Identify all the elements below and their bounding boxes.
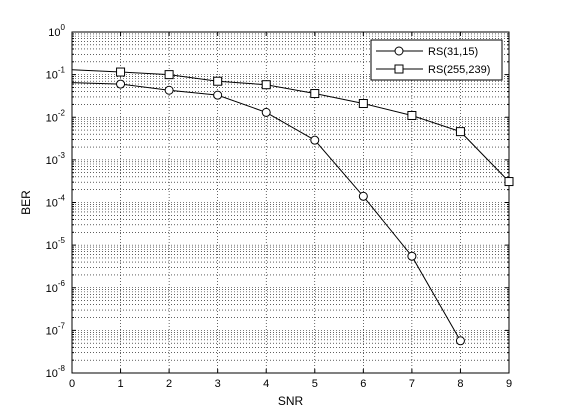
x-tick-label: 2 bbox=[166, 378, 172, 390]
legend-label: RS(255,239) bbox=[428, 64, 490, 76]
legend-marker bbox=[394, 46, 404, 56]
data-point bbox=[407, 110, 417, 120]
legend-item: RS(31,15) bbox=[376, 46, 478, 58]
data-point bbox=[164, 70, 174, 80]
data-point bbox=[261, 80, 271, 90]
x-tick-label: 6 bbox=[360, 378, 366, 390]
legend-box bbox=[370, 39, 503, 81]
y-tick-label: 10-2 bbox=[46, 108, 66, 124]
data-point bbox=[455, 127, 465, 137]
legend: RS(31,15) RS(255,239) bbox=[370, 39, 503, 81]
grid-lines bbox=[72, 32, 509, 373]
data-point bbox=[310, 135, 320, 145]
x-tick-label: 9 bbox=[506, 378, 512, 390]
series-1 bbox=[71, 79, 465, 346]
y-tick-label: 10-1 bbox=[46, 66, 66, 82]
x-tick-label: 0 bbox=[69, 378, 75, 390]
y-axis-label: BER bbox=[19, 190, 33, 215]
x-tick-label: 5 bbox=[312, 378, 318, 390]
x-tick-label: 4 bbox=[263, 378, 269, 390]
y-tick-label: 10-7 bbox=[46, 321, 66, 337]
series-line bbox=[71, 69, 510, 182]
data-point bbox=[116, 67, 126, 77]
y-tick-label: 100 bbox=[48, 23, 65, 39]
data-point bbox=[358, 99, 368, 109]
plot-area bbox=[72, 32, 509, 373]
x-tick-label: 1 bbox=[117, 378, 123, 390]
x-axis-label: SNR bbox=[278, 394, 304, 408]
legend-label: RS(31,15) bbox=[428, 46, 478, 58]
data-point bbox=[504, 177, 514, 187]
y-tick-label: 10-3 bbox=[46, 151, 66, 167]
y-tick-label: 10-4 bbox=[46, 194, 66, 210]
legend-item: RS(255,239) bbox=[376, 64, 490, 76]
legend-marker bbox=[394, 64, 404, 74]
y-tick-label: 10-5 bbox=[46, 236, 66, 252]
x-tick-label: 3 bbox=[215, 378, 221, 390]
data-point bbox=[407, 251, 417, 261]
axis-ticks: 0 1 2 3 4 5 6 7 8 9 100 10-1 10-2 10-3 10-4 10-5 10-6 10-… bbox=[46, 23, 512, 390]
data-point bbox=[213, 90, 223, 100]
x-tick-label: 7 bbox=[409, 378, 415, 390]
data-point bbox=[213, 76, 223, 86]
series-layer bbox=[71, 67, 514, 346]
y-tick-label: 10-6 bbox=[46, 279, 66, 295]
x-tick-label: 8 bbox=[457, 378, 463, 390]
y-tick-label: 10-8 bbox=[46, 364, 66, 380]
data-point bbox=[164, 85, 174, 95]
data-point bbox=[358, 191, 368, 201]
series-2 bbox=[71, 67, 514, 187]
data-point bbox=[310, 89, 320, 99]
data-point bbox=[455, 336, 465, 346]
data-point bbox=[261, 107, 271, 117]
data-point bbox=[116, 79, 126, 89]
